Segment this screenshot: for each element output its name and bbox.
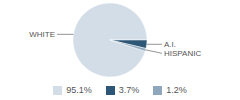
svg-text:A.I.: A.I. bbox=[164, 40, 176, 49]
html-text:3.7%: 3.7% bbox=[118, 85, 140, 95]
svg-text:HISPANIC: HISPANIC bbox=[164, 49, 201, 58]
html-text:95.1%: 95.1% bbox=[66, 85, 92, 95]
svg-text:WHITE: WHITE bbox=[29, 30, 55, 39]
html-text:1.2%: 1.2% bbox=[166, 85, 187, 95]
